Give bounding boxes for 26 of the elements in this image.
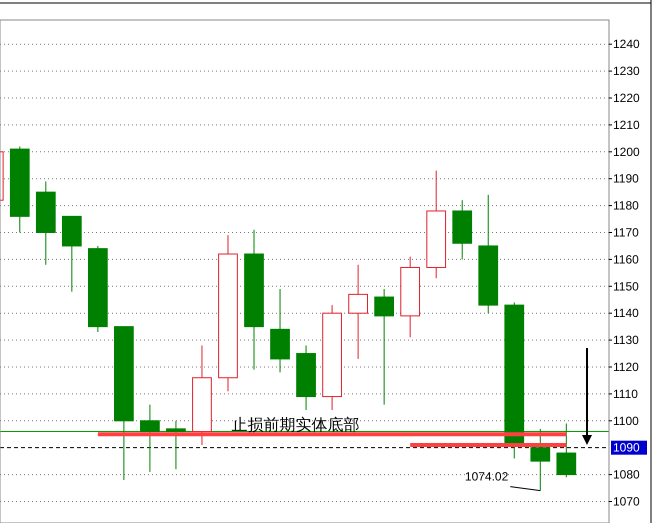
candlestick xyxy=(530,428,550,492)
y-tick-label: 1080 xyxy=(613,468,640,482)
y-tick-label: 1130 xyxy=(613,333,640,348)
y-tick-label: 1190 xyxy=(613,172,640,186)
annotation: 止损前期实体底部 xyxy=(231,416,360,434)
y-tick-label: 1180 xyxy=(613,198,640,213)
y-tick-label: 1200 xyxy=(613,144,640,159)
y-tick-label: 1220 xyxy=(613,91,640,106)
y-tick-label: 1150 xyxy=(613,279,640,294)
y-tick-label: 1230 xyxy=(613,64,640,78)
candlestick xyxy=(166,420,186,470)
candlestick xyxy=(348,264,368,360)
y-tick-label: 1100 xyxy=(613,414,640,428)
y-tick-label: 1160 xyxy=(613,252,640,266)
y-tick-label: 1170 xyxy=(613,225,640,240)
y-tick-label: 1120 xyxy=(613,360,640,374)
y-tick-label: 1070 xyxy=(613,494,640,508)
ref-line-label: 1090 xyxy=(613,440,640,455)
candlestick xyxy=(556,422,576,478)
y-tick-label: 1110 xyxy=(613,386,638,401)
annotation: 1074.02 xyxy=(464,470,509,484)
candlestick xyxy=(374,288,394,406)
y-tick-label: 1210 xyxy=(613,118,640,132)
y-tick-label: 1240 xyxy=(613,37,640,52)
y-tick-label: 1140 xyxy=(613,306,640,320)
candlestick xyxy=(140,404,160,472)
